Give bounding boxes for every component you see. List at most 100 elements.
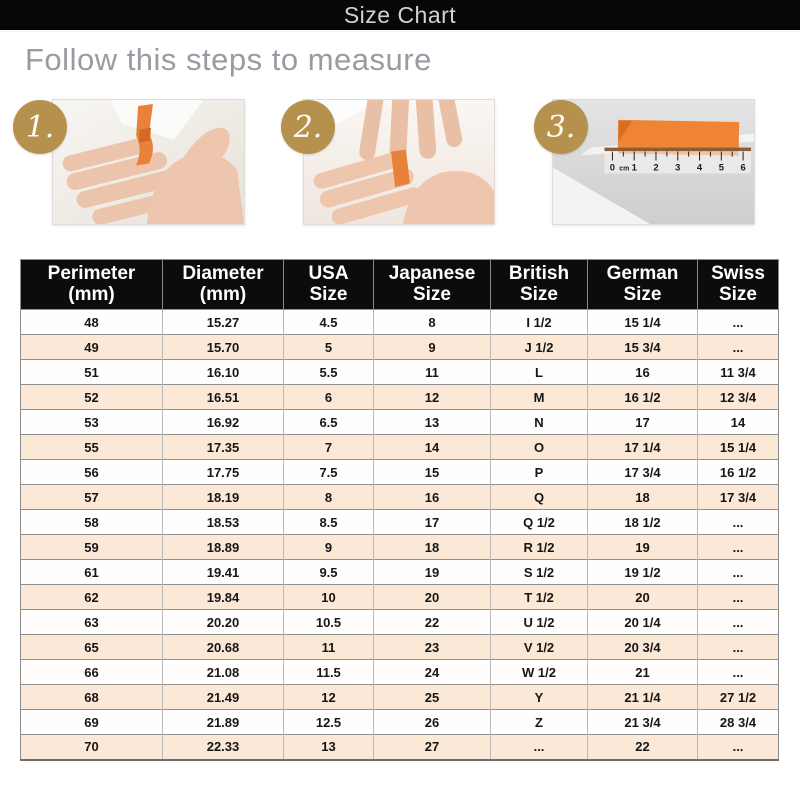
table-row: 56 17.75 7.5 15 P 17 3/4 16 1/2 [20, 459, 779, 485]
table-cell: 18 1/2 [587, 509, 698, 535]
table-cell: 16.10 [162, 359, 284, 385]
table-cell: U 1/2 [490, 609, 588, 635]
table-cell: 17 1/4 [587, 434, 698, 460]
table-cell: Y [490, 684, 588, 710]
table-row: 61 19.41 9.5 19 S 1/2 19 1/2... [20, 559, 779, 585]
table-cell: L [490, 359, 588, 385]
table-cell: 18 [587, 484, 698, 510]
table-cell: 62 [20, 584, 163, 610]
table-cell: 15 1/4 [697, 434, 779, 460]
table-header-row: Perimeter (mm) Diameter (mm) USA Size Japanese… [20, 259, 779, 310]
column-header: Japanese Size [373, 259, 491, 310]
table-cell: ... [697, 609, 779, 635]
table-cell: 23 [373, 634, 491, 660]
table-cell: 12.5 [283, 709, 374, 735]
step-2-photo [303, 99, 495, 225]
table-cell: 51 [20, 359, 163, 385]
table-cell: 8.5 [283, 509, 374, 535]
table-cell: ... [697, 659, 779, 685]
table-cell: 53 [20, 409, 163, 435]
table-cell: 17 [587, 409, 698, 435]
ruler-label-cm: cm [619, 165, 629, 172]
table-cell: 11 [283, 634, 374, 660]
table-cell: 5.5 [283, 359, 374, 385]
table-cell: 15.70 [162, 334, 284, 360]
table-cell: 9 [283, 534, 374, 560]
table-cell: 18.53 [162, 509, 284, 535]
table-cell: 66 [20, 659, 163, 685]
table-cell: 20 [587, 584, 698, 610]
table-cell: 25 [373, 684, 491, 710]
table-cell: 12 [373, 384, 491, 410]
table-cell: 16 1/2 [587, 384, 698, 410]
table-cell: O [490, 434, 588, 460]
ruler: 0 cm 1 2 3 4 5 6 [604, 147, 752, 174]
table-cell: Q 1/2 [490, 509, 588, 535]
column-header: USA Size [283, 259, 374, 310]
table-cell: 26 [373, 709, 491, 735]
ruler-label-2: 2 [653, 161, 658, 172]
table-cell: 61 [20, 559, 163, 585]
table-cell: 19.84 [162, 584, 284, 610]
table-body: 48 15.27 4.5 8 I 1/2 15 1/4... 49 15.70 5 9 J 1/2 1… [20, 309, 779, 760]
table-cell: ... [697, 334, 779, 360]
table-cell: 48 [20, 309, 163, 335]
table-cell: S 1/2 [490, 559, 588, 585]
table-cell: P [490, 459, 588, 485]
table-cell: 19 [587, 534, 698, 560]
table-cell: Z [490, 709, 588, 735]
table-cell: 6.5 [283, 409, 374, 435]
table-cell: 22 [587, 734, 698, 760]
measure-steps: 1. 2. [0, 93, 800, 229]
table-row: 70 22.33 13 27... 22... [20, 734, 779, 760]
table-row: 55 17.35 7 14 O 17 1/4 15 1/4 [20, 434, 779, 460]
table-cell: 21 1/4 [587, 684, 698, 710]
table-cell: 10.5 [283, 609, 374, 635]
table-cell: T 1/2 [490, 584, 588, 610]
two-hands-illustration [304, 100, 494, 224]
ruler-label-4: 4 [697, 161, 703, 172]
table-row: 53 16.92 6.5 13 N 17 14 [20, 409, 779, 435]
column-header: British Size [490, 259, 588, 310]
table-cell: 4.5 [283, 309, 374, 335]
table-cell: 56 [20, 459, 163, 485]
table-cell: 70 [20, 734, 163, 760]
table-row: 48 15.27 4.5 8 I 1/2 15 1/4... [20, 309, 779, 335]
table-cell: 68 [20, 684, 163, 710]
column-header: Perimeter (mm) [20, 259, 163, 310]
table-cell: 16 [587, 359, 698, 385]
table-cell: 17.75 [162, 459, 284, 485]
table-cell: ... [697, 534, 779, 560]
table-cell: 15 1/4 [587, 309, 698, 335]
table-cell: 16 1/2 [697, 459, 779, 485]
table-cell: 20 3/4 [587, 634, 698, 660]
table-cell: 14 [373, 434, 491, 460]
table-cell: 19 [373, 559, 491, 585]
table-cell: 15 [373, 459, 491, 485]
table-cell: 17 3/4 [587, 459, 698, 485]
table-cell: 20.68 [162, 634, 284, 660]
table-cell: 65 [20, 634, 163, 660]
column-header: German Size [587, 259, 698, 310]
table-cell: 22.33 [162, 734, 284, 760]
ruler-label-1: 1 [632, 161, 637, 172]
table-cell: 8 [283, 484, 374, 510]
table-cell: 18 [373, 534, 491, 560]
page-title: Size Chart [343, 1, 457, 28]
table-cell: 17 [373, 509, 491, 535]
table-cell: N [490, 409, 588, 435]
ribbon-flat [617, 119, 740, 156]
table-cell: 11 [373, 359, 491, 385]
table-row: 68 21.49 12 25 Y 21 1/4 27 1/2 [20, 684, 779, 710]
table-cell: 7 [283, 434, 374, 460]
table-cell: 20.20 [162, 609, 284, 635]
table-cell: 12 3/4 [697, 384, 779, 410]
table-row: 66 21.08 11.5 24 W 1/2 21... [20, 659, 779, 685]
table-cell: V 1/2 [490, 634, 588, 660]
upper-hand-fingers [359, 100, 463, 164]
step-3-badge: 3. [534, 100, 588, 154]
step-1-number: 1. [25, 109, 55, 145]
table-cell: I 1/2 [490, 309, 588, 335]
table-cell: 21.89 [162, 709, 284, 735]
section-heading: Follow this steps to measure [25, 42, 432, 77]
